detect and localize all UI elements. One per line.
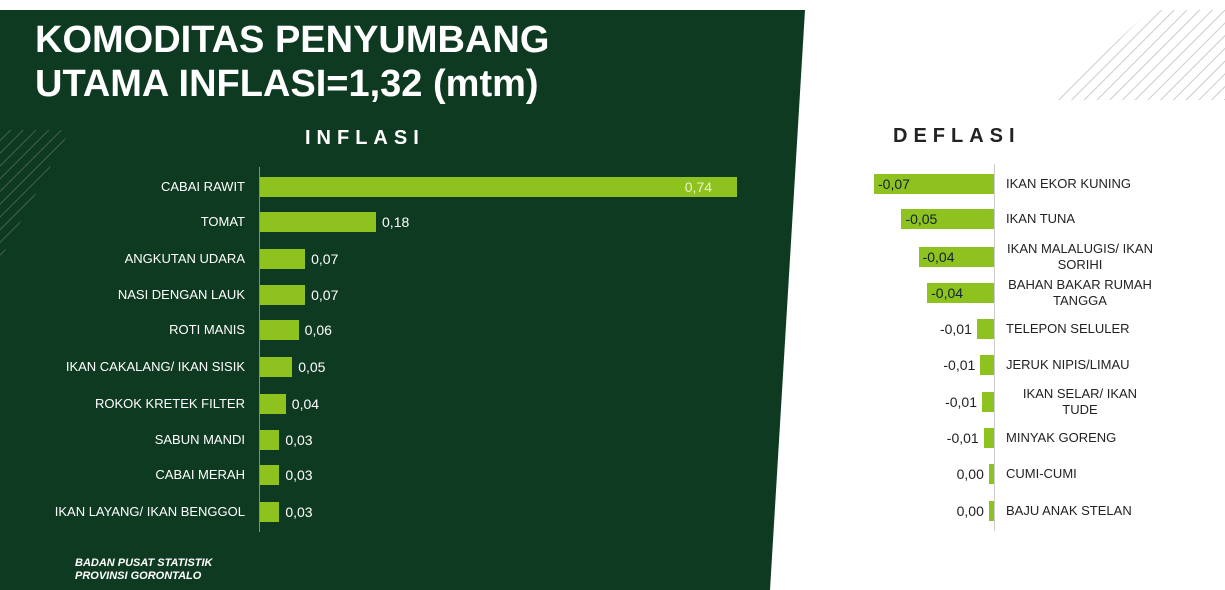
bar (988, 464, 994, 484)
category-label: TELEPON SELULER (1006, 321, 1130, 336)
value-label: 0,74 (684, 179, 713, 195)
category-label: IKAN EKOR KUNING (1006, 176, 1131, 191)
chart-title: INFLASI (305, 127, 425, 149)
category-label: IKAN CAKALANG/ IKAN SISIK (65, 359, 245, 374)
bar (260, 394, 286, 414)
bar (988, 501, 994, 521)
category-label: IKAN TUNA (1006, 211, 1076, 226)
axis-line (259, 167, 260, 532)
value-label: 0,00 (956, 503, 984, 519)
bar (983, 428, 994, 448)
value-label: -0,01 (945, 394, 978, 410)
value-label: 0,03 (285, 504, 313, 520)
value-label: 0,07 (311, 251, 339, 267)
category-label: IKAN SELAR/ IKAN TUDE (1022, 386, 1138, 417)
value-label: 0,05 (298, 359, 326, 375)
hatch (1055, 10, 1225, 100)
value-label: 0,04 (291, 396, 320, 412)
value-label: 0,00 (956, 466, 984, 482)
bar (260, 430, 280, 450)
category-label: IKAN MALALUGIS/ IKAN SORIHI (1007, 241, 1153, 272)
value-label: 0,03 (285, 467, 313, 483)
bar (260, 177, 737, 197)
bar (927, 283, 994, 303)
category-label: ANGKUTAN UDARA (124, 251, 245, 266)
category-label: TOMAT (200, 214, 245, 229)
title: KOMODITAS PENYUMBANG (35, 19, 550, 61)
bar (901, 209, 994, 229)
value-label: -0,01 (939, 321, 972, 337)
value-label: 0,03 (285, 432, 313, 448)
value-label: -0,04 (922, 249, 955, 265)
category-label: BAHAN BAKAR RUMAH TANGGA (1008, 277, 1152, 308)
bar (260, 320, 299, 340)
value-label: 0,18 (382, 214, 410, 230)
footer: BADAN PUSAT STATISTIK (75, 557, 213, 569)
category-label: CUMI-CUMI (1006, 466, 1077, 481)
panel (0, 10, 805, 590)
bar (982, 392, 994, 412)
category-label: JERUK NIPIS/LIMAU (1006, 357, 1130, 372)
category-label: ROKOK KRETEK FILTER (94, 396, 245, 411)
axis-line (994, 164, 995, 531)
value-label: -0,07 (878, 176, 910, 192)
bar (918, 247, 994, 267)
value-label: -0,01 (946, 430, 979, 446)
category-label: SABUN MANDI (154, 432, 245, 447)
bar (260, 465, 280, 485)
bar (260, 249, 306, 269)
footer: PROVINSI GORONTALO (75, 570, 202, 582)
chart-title: DEFLASI (893, 125, 1021, 147)
value-label: -0,04 (931, 285, 964, 301)
category-label: IKAN LAYANG/ IKAN BENGGOL (54, 504, 245, 519)
bar (980, 355, 994, 375)
bar (260, 357, 293, 377)
category-label: CABAI MERAH (155, 467, 245, 482)
bar (874, 174, 994, 194)
bar (976, 319, 994, 339)
category-label: NASI DENGAN LAUK (117, 287, 245, 302)
title: UTAMA INFLASI=1,32 (mtm) (35, 63, 539, 105)
bar (260, 212, 377, 232)
hatch (0, 130, 70, 260)
bar (260, 285, 306, 305)
value-label: -0,01 (943, 357, 976, 373)
value-label: 0,06 (304, 322, 332, 338)
bar (260, 502, 280, 522)
category-label: CABAI RAWIT (160, 179, 245, 194)
category-label: MINYAK GORENG (1006, 430, 1117, 445)
value-label: -0,05 (905, 211, 938, 227)
category-label: ROTI MANIS (169, 322, 245, 337)
category-label: BAJU ANAK STELAN (1006, 503, 1132, 518)
value-label: 0,07 (311, 287, 339, 303)
